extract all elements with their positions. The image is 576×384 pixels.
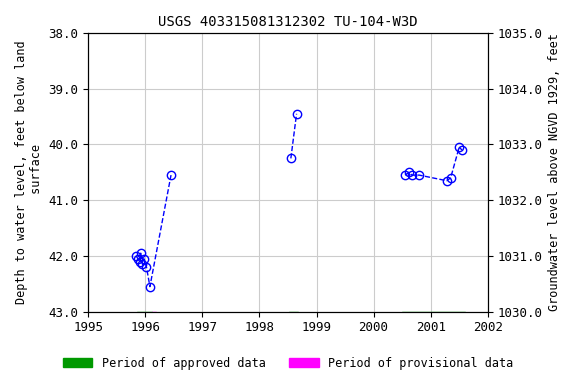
Legend: Period of approved data, Period of provisional data: Period of approved data, Period of provi… (58, 352, 518, 374)
Y-axis label: Groundwater level above NGVD 1929, feet: Groundwater level above NGVD 1929, feet (548, 33, 561, 311)
Title: USGS 403315081312302 TU-104-W3D: USGS 403315081312302 TU-104-W3D (158, 15, 418, 29)
Y-axis label: Depth to water level, feet below land
 surface: Depth to water level, feet below land su… (15, 41, 43, 304)
